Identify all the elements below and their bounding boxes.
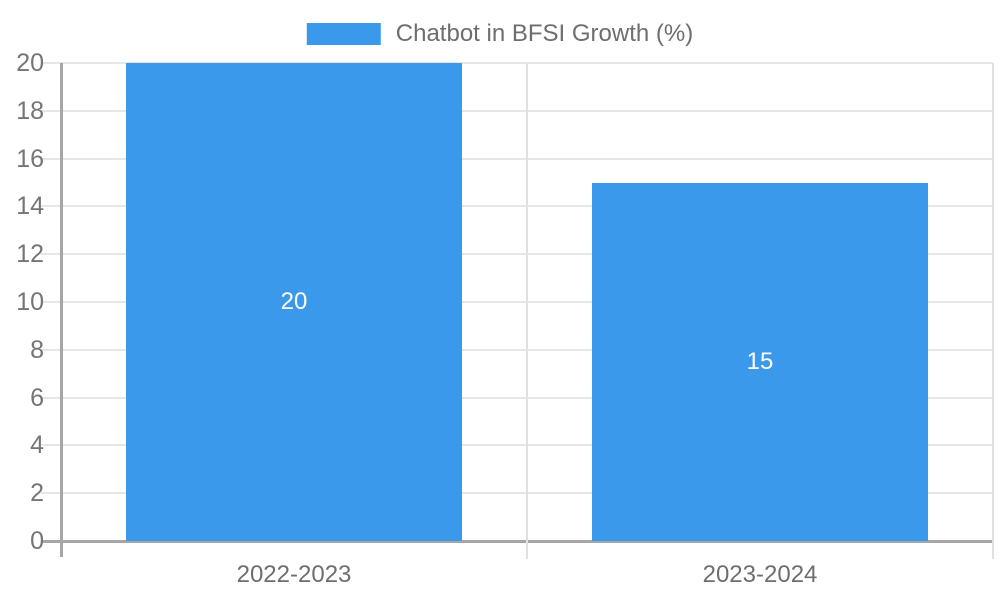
x-tick-label: 2022-2023 [236,561,352,588]
x-axis-line [41,540,993,543]
y-tick-label: 4 [30,431,44,460]
y-tick-label: 12 [16,240,44,269]
gridline [41,301,993,303]
y-tick-label: 2 [30,479,44,508]
gridline [41,157,993,160]
gridline [41,492,993,495]
y-tick-label: 20 [16,49,44,77]
bar-value-label: 15 [746,347,774,375]
gridline [41,253,993,256]
gridline [41,205,993,208]
y-tick-label: 18 [16,96,44,125]
gridline [41,62,993,64]
y-tick-label: 8 [30,335,44,364]
bar[interactable] [592,182,928,541]
gridline [41,396,993,399]
x-tick-label: 2023-2024 [702,561,818,588]
y-tick-label: 6 [30,383,44,412]
category-separator [526,63,528,559]
y-tick-label: 14 [16,192,44,221]
plot-right-edge [992,63,994,559]
y-tick-label: 0 [30,527,44,555]
gridline [41,109,993,112]
bar[interactable] [126,63,462,541]
legend-label: Chatbot in BFSI Growth (%) [395,20,694,47]
legend-swatch [306,23,381,45]
gridline [41,444,993,447]
y-axis-line [60,63,63,557]
gridline [41,348,993,351]
bar-value-label: 20 [280,288,308,315]
y-tick-label: 16 [16,144,44,173]
legend-item[interactable]: Chatbot in BFSI Growth (%) [306,20,694,48]
y-tick-label: 10 [16,288,44,316]
